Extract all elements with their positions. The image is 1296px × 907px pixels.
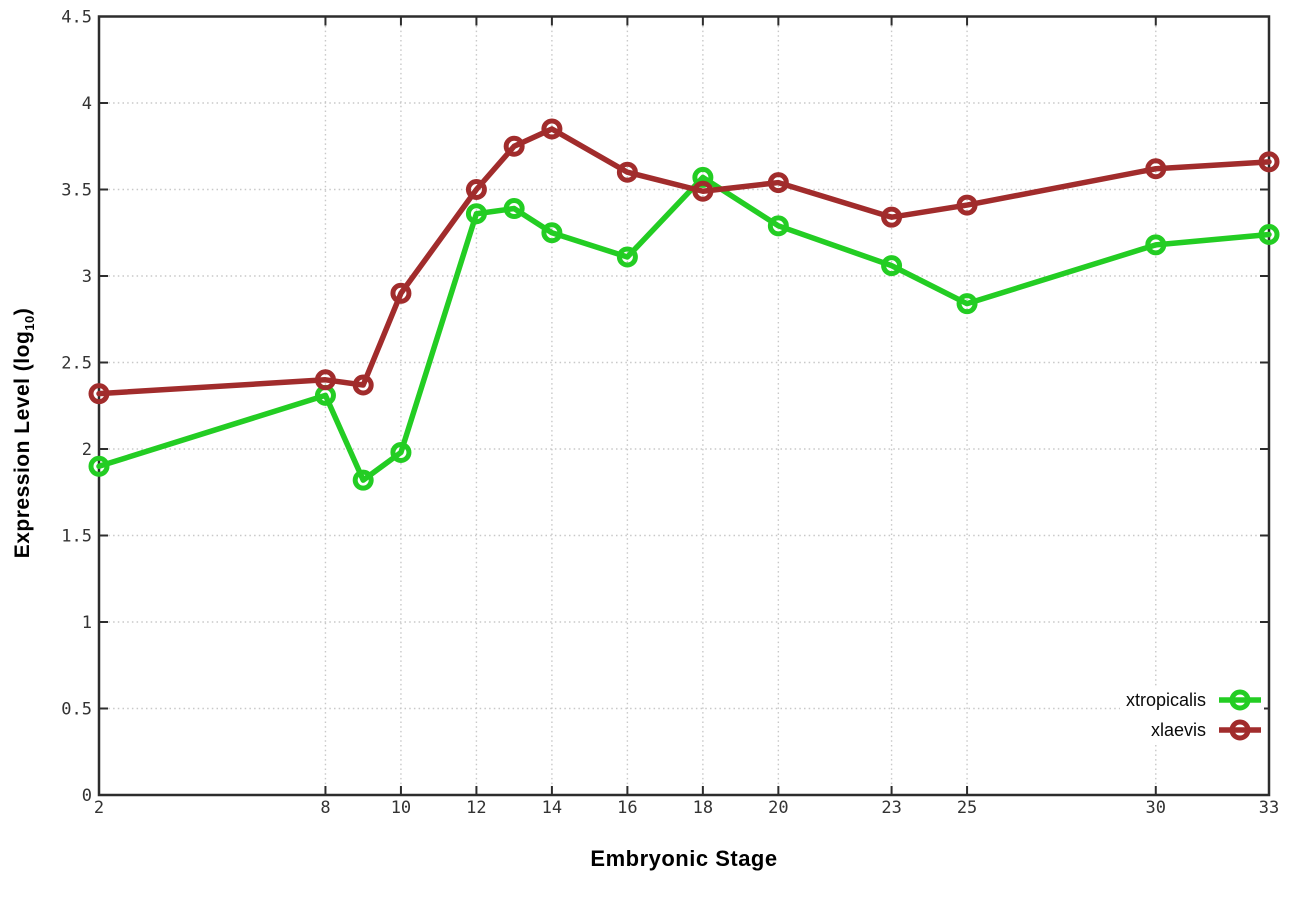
data-point-xtropicalis (88, 455, 110, 477)
x-tick-label: 20 (768, 798, 788, 818)
y-tick-label: 0 (82, 786, 92, 806)
data-point-xlaevis (1258, 151, 1280, 173)
x-tick-label: 33 (1259, 798, 1279, 818)
y-tick-label: 0.5 (61, 700, 92, 720)
data-point-xlaevis (692, 180, 714, 202)
data-point-xlaevis (616, 161, 638, 183)
x-tick-label: 23 (881, 798, 901, 818)
data-point-xtropicalis (465, 203, 487, 225)
data-point-xlaevis (390, 282, 412, 304)
y-tick-label: 1.5 (61, 527, 92, 547)
x-tick-label: 10 (391, 798, 411, 818)
x-tick-label: 2 (94, 798, 104, 818)
data-point-xlaevis (465, 179, 487, 200)
legend-marker-xtropicalis-icon (1219, 689, 1261, 711)
y-tick-label: 1 (82, 613, 92, 633)
data-point-xtropicalis (541, 222, 563, 244)
y-axis-title-text: Expression Level (log (11, 330, 35, 559)
legend-entry-xtropicalis: xtropicalis (1126, 686, 1264, 714)
x-axis-title-text: Embryonic Stage (590, 846, 778, 871)
data-point-xlaevis (1145, 158, 1167, 180)
x-tick-label: 30 (1146, 798, 1166, 818)
y-tick-label: 3.5 (61, 181, 92, 201)
y-tick-label: 2.5 (61, 354, 92, 374)
x-tick-label: 12 (466, 798, 486, 818)
x-axis-title: Embryonic Stage (99, 846, 1269, 872)
x-tick-label: 16 (617, 798, 637, 818)
data-point-xtropicalis (503, 198, 525, 220)
data-point-xtropicalis (352, 469, 374, 491)
x-tick-label: 14 (542, 798, 562, 818)
data-point-xlaevis (503, 135, 525, 157)
x-tick-label: 25 (957, 798, 977, 818)
legend-marker-xlaevis-icon (1219, 719, 1261, 741)
data-point-xtropicalis (390, 441, 412, 463)
legend: xtropicalis xlaevis (1119, 686, 1264, 744)
y-tick-label: 3 (82, 267, 92, 287)
data-point-xlaevis (88, 383, 110, 405)
data-point-xtropicalis (1258, 223, 1280, 245)
series-line-xlaevis (96, 126, 1272, 397)
data-point-xlaevis (956, 194, 978, 216)
y-tick-label: 2 (82, 440, 92, 460)
plot-border (97, 15, 1271, 797)
series-line-xtropicalis (96, 174, 1272, 483)
data-point-xtropicalis (881, 255, 903, 277)
data-point-xlaevis (314, 369, 336, 391)
data-point-xlaevis (881, 206, 903, 228)
legend-entry-xlaevis: xlaevis (1126, 716, 1264, 744)
data-point-xtropicalis (1145, 234, 1167, 256)
data-point-xlaevis (352, 374, 374, 396)
legend-label-xtropicalis: xtropicalis (1125, 689, 1206, 710)
y-axis-title-subscript: 10 (21, 315, 37, 331)
y-axis-title-close-paren: ) (11, 307, 35, 316)
data-point-xtropicalis (616, 246, 638, 268)
data-point-xlaevis (541, 118, 563, 140)
data-point-xtropicalis (956, 293, 978, 315)
y-axis-title: Expression Level (log10) (11, 308, 37, 559)
data-point-xlaevis (767, 172, 789, 194)
data-point-xtropicalis (767, 215, 789, 237)
x-tick-label: 8 (320, 798, 330, 818)
x-tick-label: 18 (693, 798, 713, 818)
y-tick-label: 4 (82, 94, 92, 114)
legend-label-xlaevis: xlaevis (1150, 719, 1206, 740)
y-tick-label: 4.5 (61, 8, 92, 28)
